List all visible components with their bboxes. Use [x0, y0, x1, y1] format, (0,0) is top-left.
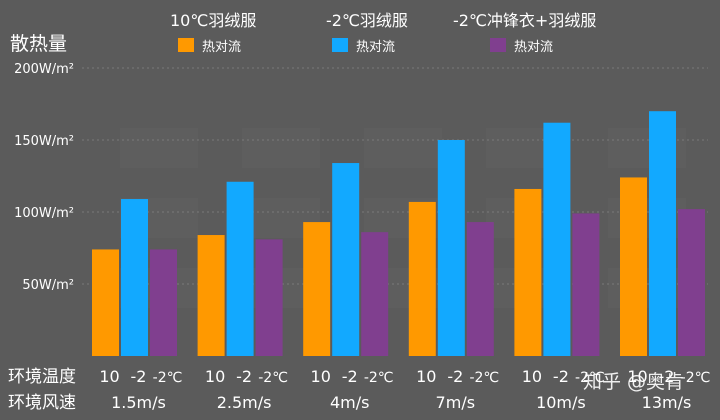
bar: [255, 239, 283, 356]
legend-group-title: -2℃冲锋衣+羽绒服: [453, 11, 596, 30]
watermark-tile: [120, 128, 198, 168]
x-category-label: 10m/s: [536, 393, 586, 412]
x-category-label: 4m/s: [330, 393, 370, 412]
y-tick-label: 100W/m²: [14, 206, 74, 221]
x-category-label: 7m/s: [436, 393, 476, 412]
bar: [620, 177, 647, 356]
axis-labels: 散热量 200W/m² 150W/m² 100W/m² 50W/m²: [10, 33, 74, 293]
legend-label: 热对流: [514, 40, 553, 55]
bar: [332, 163, 360, 356]
temperature-label: -2: [342, 367, 358, 386]
temperature-label: -2: [553, 367, 569, 386]
temperature-label: -2℃: [364, 370, 394, 386]
bar: [572, 213, 600, 356]
temperature-label: 10: [99, 367, 119, 386]
bar: [303, 222, 331, 356]
grid: [82, 67, 708, 285]
temperature-label: -2℃: [681, 370, 711, 386]
bar: [678, 209, 705, 356]
wind-speed-row-label: 环境风速: [8, 393, 76, 413]
legend-group-title: 10℃羽绒服: [170, 11, 256, 30]
temperature-label: -2: [131, 367, 147, 386]
bars: [92, 111, 705, 356]
bar: [408, 201, 436, 356]
bar: [543, 122, 571, 356]
bar: [92, 249, 119, 356]
x-axis-labels: 环境温度 环境风速 10 -2 -2℃ 1.5m/s 10 -2 -2℃ 2.5m/s 10 -2…: [8, 367, 710, 413]
temperature-label: -2℃: [258, 370, 288, 386]
legend-swatch: [178, 38, 194, 52]
watermark-tile: [242, 128, 320, 168]
bar: [197, 235, 225, 356]
x-category-label: 2.5m/s: [217, 393, 272, 412]
temperature-label: 10: [627, 367, 647, 386]
temperature-label: -2: [659, 367, 675, 386]
legend-label: 热对流: [356, 40, 395, 55]
legend-label: 热对流: [202, 40, 241, 55]
bar: [150, 249, 177, 356]
bar: [437, 140, 465, 356]
temperature-label: -2℃: [469, 370, 499, 386]
temperature-label: -2℃: [575, 370, 605, 386]
legend-group-title: -2℃羽绒服: [326, 11, 408, 30]
y-tick-label: 150W/m²: [14, 134, 74, 149]
watermark-tile: [364, 128, 442, 168]
y-tick-label: 200W/m²: [14, 62, 74, 77]
temperature-row-label: 环境温度: [8, 367, 76, 387]
bar: [466, 222, 494, 356]
bar: [361, 232, 389, 356]
x-category-label: 13m/s: [642, 393, 692, 412]
x-category-label: 1.5m/s: [111, 393, 166, 412]
bar: [226, 181, 254, 356]
temperature-label: -2: [447, 367, 463, 386]
temperature-label: 10: [522, 367, 542, 386]
bar: [649, 111, 676, 356]
temperature-label: 10: [205, 367, 225, 386]
legend-swatch: [332, 38, 348, 52]
bar: [514, 188, 542, 356]
y-axis-title: 散热量: [10, 33, 67, 55]
bar: [121, 199, 148, 356]
y-tick-label: 50W/m²: [22, 278, 74, 293]
temperature-label: -2℃: [153, 370, 183, 386]
zhihu-watermark: 知乎 @奥肯: [583, 371, 684, 393]
temperature-label: -2: [236, 367, 252, 386]
temperature-label: 10: [416, 367, 436, 386]
legend-swatch: [490, 38, 506, 52]
temperature-label: 10: [311, 367, 331, 386]
